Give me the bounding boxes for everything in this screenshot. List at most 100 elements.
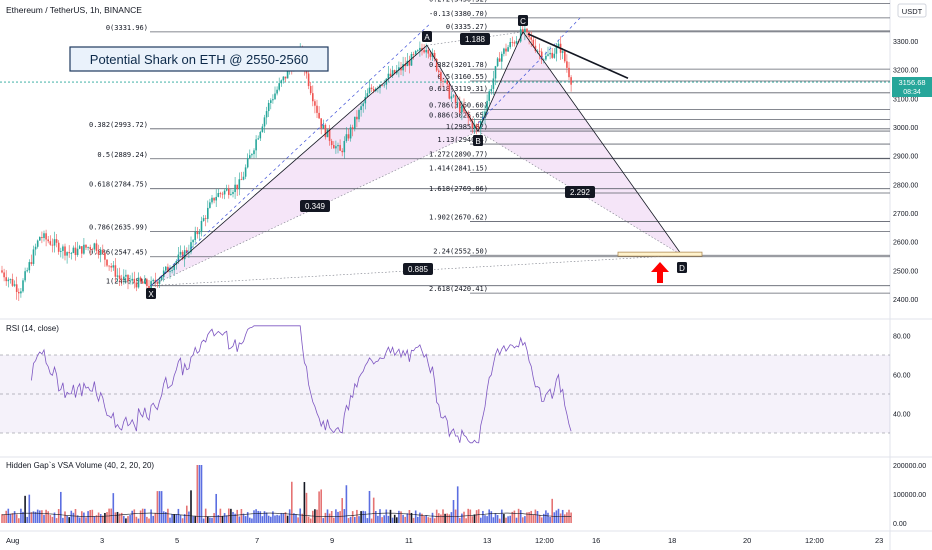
point-d-box (677, 262, 687, 273)
volume-bar (186, 505, 188, 523)
volume-bar (389, 509, 392, 523)
candle-body (20, 291, 22, 294)
volume-bar (177, 508, 180, 523)
currency-button[interactable]: USDT (897, 3, 927, 18)
candle-body (1, 270, 3, 273)
candle-body (318, 112, 320, 119)
candle-body (356, 116, 358, 120)
volume-bar (360, 511, 362, 523)
volume-bar (165, 511, 167, 523)
candle-body (55, 239, 58, 243)
candle-body (95, 243, 98, 251)
volume-bar (190, 490, 192, 523)
candle-body (429, 53, 432, 57)
leg-xa (150, 44, 428, 286)
volume-bar (230, 508, 232, 523)
target-zone (617, 251, 703, 257)
point-a-box (422, 31, 432, 42)
volume-bar (70, 510, 73, 523)
volume-bar (286, 515, 289, 523)
candle-body (385, 78, 388, 85)
time-tick: 23 (875, 536, 883, 545)
candle-body (259, 131, 262, 139)
volume-bar (480, 517, 482, 523)
volume-bar (146, 516, 148, 523)
volume-bar (213, 513, 215, 523)
candle-body (568, 67, 570, 78)
bcd-fill (478, 31, 682, 256)
fib-right-label: 0.786(3060.60) (429, 102, 488, 110)
candle-body (70, 253, 73, 254)
fib-right-label: 1.902(2670.62) (429, 213, 488, 221)
candle-body (341, 150, 343, 153)
price-tick: 2900.00 (893, 154, 918, 161)
volume-tick: 200000.00 (893, 463, 926, 470)
candle-body (257, 138, 259, 140)
volume-bar (36, 509, 39, 523)
volume-bar (404, 516, 406, 523)
candle-body (190, 242, 192, 253)
volume-bar (160, 491, 163, 523)
time-tick: Aug (6, 536, 19, 545)
candle-body (276, 89, 278, 94)
candle-body (177, 254, 180, 261)
candle-body (154, 279, 157, 283)
candle-body (335, 146, 337, 149)
volume-bar (32, 511, 35, 523)
fib-left-label: 0.886(2547.45) (89, 249, 148, 257)
countdown: 08:34 (903, 89, 921, 96)
candle-body (326, 129, 329, 138)
candle-body (522, 29, 524, 33)
volume-bar (345, 485, 348, 523)
candle-body (207, 207, 209, 219)
candle-body (244, 167, 247, 177)
volume-bar (351, 511, 354, 523)
time-tick: 16 (592, 536, 600, 545)
time-tick: 20 (743, 536, 751, 545)
volume-bar (207, 516, 209, 523)
volume-pane: 200000.00 100000.00 0.00 (1, 463, 926, 528)
candle-body (24, 271, 26, 281)
candle-body (547, 54, 549, 56)
candle-body (410, 54, 413, 66)
volume-tick: 0.00 (893, 521, 907, 528)
volume-bar (242, 513, 245, 523)
candle-body (389, 73, 392, 77)
candle-body (263, 117, 266, 127)
volume-bar (68, 517, 70, 523)
candle-body (412, 54, 415, 55)
candle-body (419, 47, 421, 51)
candle-body (543, 59, 545, 61)
candle-body (116, 275, 119, 277)
volume-bar (370, 518, 373, 523)
volume-bar (20, 508, 22, 523)
candle-body (551, 52, 553, 58)
candle-body (152, 279, 154, 282)
volume-bar (309, 518, 312, 523)
candle-body (36, 240, 39, 247)
volume-bar (282, 513, 285, 523)
candle-body (490, 88, 493, 92)
volume-bar (41, 510, 43, 523)
candle-body (503, 48, 505, 54)
fib-right-label: 0.886(3025.65) (429, 112, 488, 120)
candle-body (223, 190, 226, 195)
volume-bar (28, 494, 31, 523)
volume-bar (173, 514, 175, 523)
candle-body (519, 29, 522, 42)
candle-body (417, 50, 419, 52)
price-tick: 3000.00 (893, 125, 918, 132)
volume-bar (459, 518, 461, 523)
volume-bar (106, 512, 108, 523)
candle-body (307, 73, 310, 87)
volume-bar (517, 508, 520, 523)
volume-bar (305, 492, 308, 523)
volume-bar (442, 509, 444, 523)
volume-bar (116, 511, 119, 523)
candle-body (194, 231, 196, 241)
volume-bar (95, 515, 98, 523)
dotted-ac (426, 31, 524, 46)
volume-bar (196, 465, 199, 523)
candle-body (85, 244, 87, 248)
candle-body (129, 280, 131, 282)
